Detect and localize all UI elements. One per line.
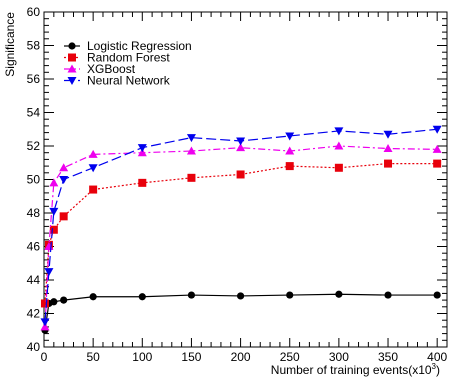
series-logistic-regression (41, 290, 441, 334)
series-xgboost (40, 141, 442, 331)
data-point-xgboost (236, 143, 246, 152)
legend-label-xgboost: XGBoost (87, 62, 136, 76)
y-tick-label: 54 (27, 106, 41, 120)
legend-label-random-forest: Random Forest (87, 51, 170, 65)
y-axis-label: Significance (3, 12, 17, 77)
data-point-xgboost (88, 149, 98, 158)
data-point-random-forest (334, 163, 343, 172)
x-tick-label: 250 (280, 350, 300, 364)
x-axis-label: Number of training events(x103) (271, 362, 440, 377)
data-point-xgboost (137, 148, 147, 157)
series-line-random-forest (44, 162, 438, 304)
data-point-xgboost (334, 141, 344, 150)
x-tick-label: 100 (132, 350, 152, 364)
legend-marker-random-forest (68, 53, 76, 62)
data-point-xgboost (49, 178, 59, 187)
data-point-random-forest (187, 173, 196, 182)
y-tick-label: 48 (27, 206, 41, 220)
data-point-logistic-regression (89, 293, 97, 301)
y-tick-label: 56 (27, 72, 41, 86)
x-tick-label: 300 (329, 350, 349, 364)
data-point-random-forest (433, 159, 442, 168)
x-axis-label-suffix: ) (436, 363, 440, 377)
y-tick-label: 44 (27, 273, 41, 287)
axes: 0 50 100 150 200 250 300 350 400 40 42 44 46 48 50 52 54… (27, 5, 448, 364)
data-point-xgboost (285, 146, 295, 155)
data-point-logistic-regression (433, 291, 441, 299)
x-axis-label-exponent: 3 (432, 362, 437, 371)
data-point-random-forest (384, 159, 393, 168)
data-point-neural-network (236, 137, 246, 146)
series-layer (40, 125, 442, 334)
data-point-random-forest (40, 299, 49, 308)
y-tick-label: 52 (27, 139, 41, 153)
data-point-random-forest (285, 162, 294, 171)
y-tick-label: 50 (27, 173, 41, 187)
data-point-random-forest (89, 185, 98, 194)
legend-label-neural-network: Neural Network (87, 74, 171, 88)
legend-marker-logistic-regression (68, 42, 76, 50)
y-tick-label: 58 (27, 39, 41, 53)
series-line-logistic-regression (44, 293, 438, 331)
data-point-xgboost (432, 144, 442, 153)
data-point-logistic-regression (138, 293, 146, 301)
data-point-logistic-regression (286, 291, 294, 299)
data-point-neural-network (49, 207, 59, 216)
data-point-neural-network (137, 144, 147, 153)
data-point-neural-network (40, 318, 50, 327)
y-tick-label: 46 (27, 240, 41, 254)
data-point-neural-network (59, 176, 69, 184)
data-point-random-forest (138, 178, 147, 187)
x-tick-label: 200 (231, 350, 251, 364)
y-tick-label: 40 (27, 340, 41, 354)
legend-marker-xgboost (67, 64, 77, 73)
data-point-logistic-regression (384, 291, 392, 299)
y-tick-label: 60 (27, 5, 41, 19)
data-point-logistic-regression (335, 290, 343, 298)
data-point-logistic-regression (236, 292, 245, 300)
data-point-random-forest (236, 170, 245, 179)
data-point-random-forest (59, 212, 68, 221)
series-line-neural-network (44, 128, 438, 322)
data-point-xgboost (59, 163, 69, 172)
x-tick-label: 350 (378, 350, 398, 364)
data-point-neural-network (334, 127, 344, 136)
data-point-neural-network (44, 268, 54, 277)
x-tick-label: 0 (41, 350, 48, 364)
series-random-forest (40, 159, 442, 308)
data-point-neural-network (186, 134, 196, 143)
data-point-logistic-regression (187, 291, 196, 299)
data-point-neural-network (88, 164, 98, 173)
data-point-xgboost (186, 146, 196, 155)
data-point-xgboost (383, 144, 393, 153)
data-point-random-forest (49, 225, 58, 234)
data-point-neural-network (285, 132, 295, 141)
x-tick-label: 150 (181, 350, 201, 364)
x-axis-label-main: Number of training events(x10 (271, 363, 432, 377)
data-point-logistic-regression (50, 298, 58, 306)
data-point-xgboost (40, 322, 50, 331)
legend-label-logistic-regression: Logistic Regression (87, 39, 192, 53)
series-neural-network (40, 125, 442, 327)
data-point-neural-network (383, 130, 393, 139)
x-tick-label: 50 (86, 350, 100, 364)
data-point-logistic-regression (60, 296, 68, 304)
legend-marker-neural-network (67, 77, 77, 85)
data-point-neural-network (432, 125, 442, 134)
y-tick-label: 42 (27, 307, 41, 321)
x-tick-label: 400 (427, 350, 447, 364)
